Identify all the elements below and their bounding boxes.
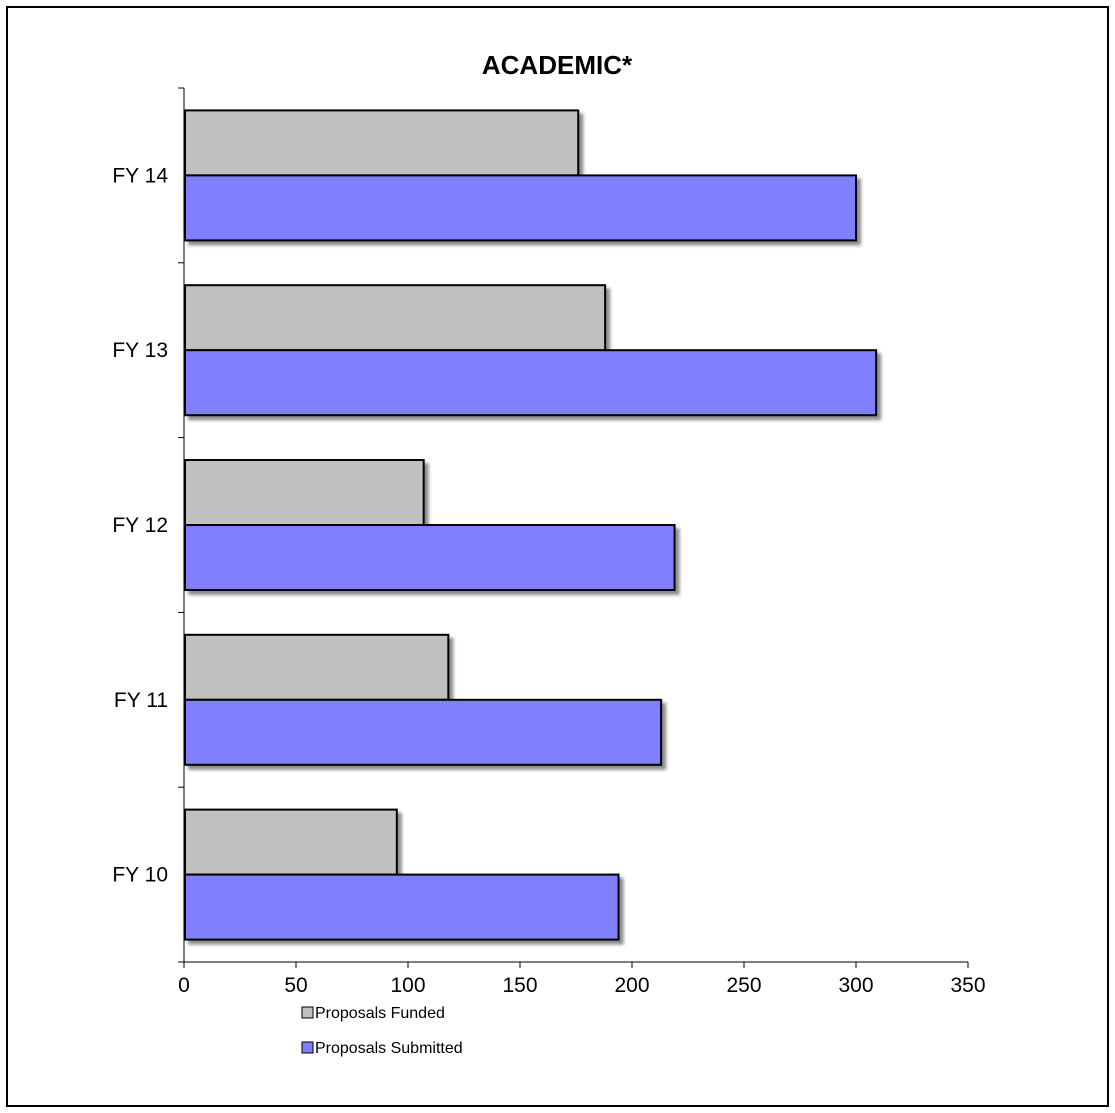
bar-funded-fy-13 bbox=[184, 284, 607, 352]
x-tick-label: 350 bbox=[950, 974, 985, 997]
x-tick-label: 200 bbox=[614, 974, 649, 997]
chart-frame: ACADEMIC* FY 10 FY 11 FY 12 FY 13 FY 14 0 50 10… bbox=[6, 6, 1109, 1107]
x-tick-label: 300 bbox=[838, 974, 873, 997]
bar-submitted-fy-12 bbox=[184, 524, 676, 591]
legend-item-funded: Proposals Funded bbox=[301, 1005, 445, 1022]
bar-funded-fy-11 bbox=[184, 633, 450, 701]
y-tick-label: FY 11 bbox=[114, 689, 168, 712]
bar-submitted-fy-13 bbox=[184, 349, 878, 417]
y-tick-label: FY 10 bbox=[112, 864, 168, 887]
bar-funded-fy-12 bbox=[184, 459, 425, 526]
chart-svg: ACADEMIC* FY 10 FY 11 FY 12 FY 13 FY 14 0 50 10… bbox=[112, 50, 986, 1057]
y-tick-label: FY 13 bbox=[112, 339, 168, 362]
legend-swatch bbox=[301, 1041, 314, 1054]
x-tick-label: 0 bbox=[178, 974, 190, 997]
bar-funded-fy-10 bbox=[184, 808, 398, 876]
legend-item-submitted: Proposals Submitted bbox=[301, 1040, 463, 1057]
legend-swatch bbox=[301, 1006, 314, 1019]
legend-label: Proposals Funded bbox=[315, 1005, 445, 1022]
y-tick-label: FY 14 bbox=[112, 164, 168, 187]
bar-submitted-fy-14 bbox=[184, 174, 857, 242]
x-tick-label: 150 bbox=[502, 974, 537, 997]
chart-title: ACADEMIC* bbox=[482, 50, 633, 80]
x-tick-label: 100 bbox=[390, 974, 425, 997]
plot-area: FY 10 FY 11 FY 12 FY 13 FY 14 0 50 100 150 200 250… bbox=[112, 87, 986, 997]
legend-label: Proposals Submitted bbox=[315, 1040, 463, 1057]
bar-submitted-fy-10 bbox=[184, 873, 620, 941]
legend: Proposals Funded Proposals Submitted bbox=[301, 1005, 463, 1057]
bar-funded-fy-14 bbox=[184, 109, 580, 177]
y-tick-label: FY 12 bbox=[112, 514, 168, 537]
x-tick-label: 250 bbox=[726, 974, 761, 997]
x-tick-label: 50 bbox=[284, 974, 307, 997]
bar-submitted-fy-11 bbox=[184, 698, 663, 766]
